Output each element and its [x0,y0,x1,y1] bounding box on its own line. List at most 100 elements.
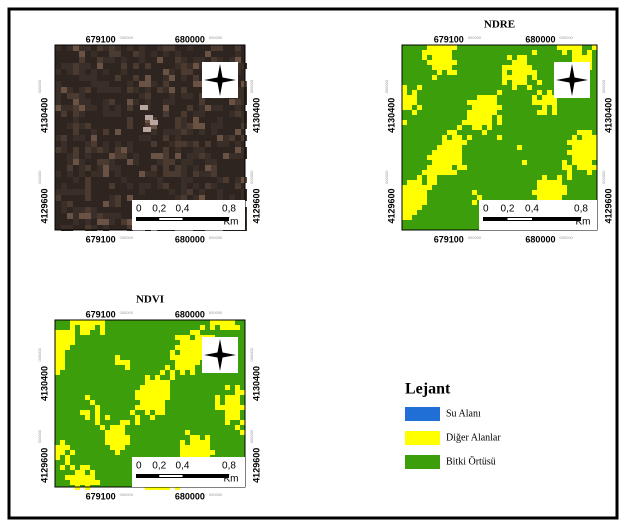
pixel [187,153,193,159]
legend-label: Diğer Alanlar [446,432,501,443]
pixel [412,180,417,185]
pixel [577,50,582,55]
pixel [512,75,517,80]
pixel [80,410,85,415]
pixel [532,100,537,105]
pixel [139,135,145,141]
pixel [115,105,121,111]
pixel [181,117,187,123]
pixel [497,135,502,140]
pixel [67,153,73,159]
pixel [121,219,127,225]
pixel [487,125,492,130]
pixel [547,185,552,190]
pixel [193,117,199,123]
pixel [492,110,497,115]
scale-label: 0,2 [152,461,166,472]
pixel [412,90,417,95]
pixel [225,325,230,330]
pixel [61,141,67,147]
pixel [452,140,457,145]
pixel [417,190,422,195]
pixel [487,100,492,105]
pixel [175,147,181,153]
pixel [215,320,220,325]
pixel [140,390,145,395]
pixel [547,100,552,105]
pixel [572,140,577,145]
pixel [79,87,85,93]
pixel [193,153,199,159]
pixel [110,430,115,435]
pixel [190,360,195,365]
pixel [522,65,527,70]
pixel [552,190,557,195]
pixel [163,87,169,93]
pixel [170,370,175,375]
pixel [165,380,170,385]
pixel [187,105,193,111]
pixel [160,395,165,400]
pixel [195,345,200,350]
pixel [532,75,537,80]
pixel [517,75,522,80]
pixel [437,160,442,165]
pixel [205,445,210,450]
pixel [195,355,200,360]
pixel [567,175,572,180]
pixel [437,60,442,65]
pixel [91,213,97,219]
pixel [85,465,90,470]
pixel [90,475,95,480]
pixel [180,450,185,455]
pixel [562,165,567,170]
pixel [175,63,181,69]
pixel [70,340,75,345]
pixel [402,105,407,110]
pixel [402,210,407,215]
coordinate-suffix: 000000 [468,235,482,240]
pixel [235,385,240,390]
coordinate-suffix: 000000 [37,79,42,93]
pixel [181,93,187,99]
pixel [55,345,60,350]
pixel [169,159,175,165]
pixel [402,215,407,220]
pixel [105,440,110,445]
pixel [432,155,437,160]
pixel [452,45,457,50]
pixel [90,325,95,330]
pixel [97,57,103,63]
pixel [73,63,79,69]
pixel [181,141,187,147]
pixel [532,70,537,75]
pixel [103,201,109,207]
pixel [582,140,587,145]
pixel [407,215,412,220]
coordinate-suffix: 000000 [37,347,42,361]
coordinate-suffix: 000000 [601,79,606,93]
pixel [205,440,210,445]
pixel [412,100,417,105]
pixel [115,75,121,81]
pixel [472,105,477,110]
pixel [75,320,80,325]
pixel [61,63,67,69]
pixel [175,117,181,123]
pixel [427,60,432,65]
pixel [140,385,145,390]
pixel [442,55,447,60]
pixel [557,180,562,185]
pixel [472,115,477,120]
pixel [175,153,181,159]
pixel [457,140,462,145]
pixel [402,185,407,190]
pixel [120,430,125,435]
pixel [427,155,432,160]
pixel [467,120,472,125]
pixel [109,195,115,201]
pixel [407,105,412,110]
pixel [412,195,417,200]
pixel [477,100,482,105]
pixel [121,69,127,75]
